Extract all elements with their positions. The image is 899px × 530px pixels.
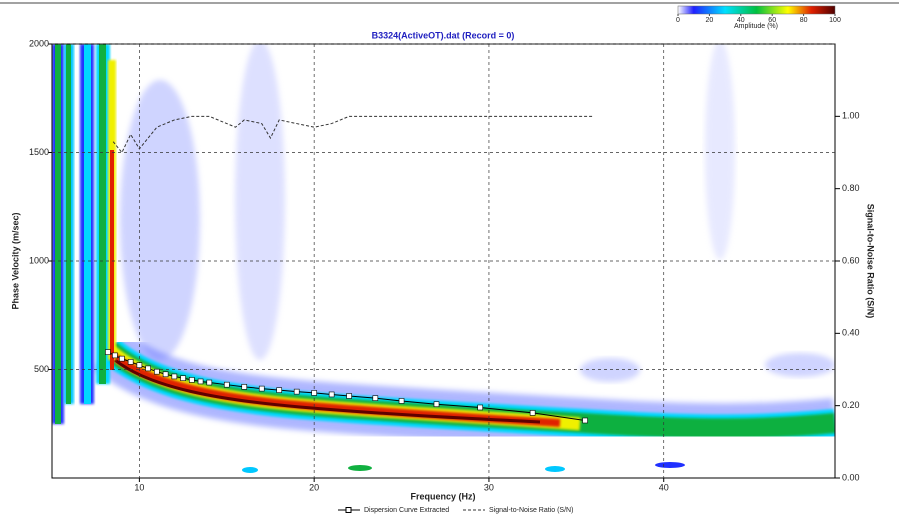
colorbar (677, 5, 836, 15)
y2-tick-label: 1.00 (842, 111, 860, 121)
snr-line (112, 115, 594, 154)
colorbar-tick-label: 40 (737, 17, 745, 24)
x-tick-label: 30 (484, 482, 494, 492)
y2-tick-label: 0.60 (842, 255, 860, 265)
dispersion-point (433, 401, 440, 408)
y2-tick-label: 0.20 (842, 400, 860, 410)
dispersion-point (145, 365, 151, 372)
y-tick-label: 2000 (29, 38, 49, 48)
y2-tick-label: 0.40 (842, 328, 860, 338)
colorbar-tick-label: 20 (706, 17, 714, 24)
dispersion-point (136, 362, 143, 368)
dispersion-point (127, 359, 134, 365)
y2-tick-label: 0.00 (842, 472, 860, 482)
x-tick-label: 20 (309, 482, 319, 492)
dispersion-point (112, 352, 118, 359)
y-axis-label: Phase Velocity (m/sec) (10, 212, 20, 309)
dispersion-point (197, 378, 204, 385)
heatmap (52, 44, 835, 473)
dispersion-point (276, 387, 283, 393)
dispersion-point (171, 373, 178, 380)
dispersion-point (293, 388, 300, 395)
dispersion-point (582, 417, 588, 424)
colorbar-tick-label: 100 (829, 17, 841, 24)
colorbar-tick-label: 0 (676, 17, 680, 24)
legend-label: Dispersion Curve Extracted (364, 507, 449, 514)
dispersion-point (105, 349, 111, 355)
y2-axis-label: Signal-to-Noise Ratio (S/N) (866, 204, 876, 319)
dispersion-point (477, 404, 484, 411)
legend-marker (345, 507, 352, 513)
y-tick-label: 500 (34, 364, 49, 374)
x-tick-label: 40 (659, 482, 669, 492)
x-axis-label: Frequency (Hz) (410, 491, 475, 501)
dispersion-point (223, 381, 230, 388)
dispersion-point (346, 393, 352, 399)
colorbar-tick-label: 80 (800, 17, 808, 24)
dispersion-point (372, 395, 379, 401)
dispersion-point (529, 410, 536, 416)
dispersion-point (241, 384, 248, 390)
dispersion-point (119, 355, 125, 362)
chart-title: B3324(ActiveOT).dat (Record = 0) (372, 30, 515, 40)
dispersion-point (162, 371, 169, 378)
legend-label: Signal-to-Noise Ratio (S/N) (489, 507, 573, 514)
dispersion-point (206, 379, 213, 386)
y-tick-label: 1500 (29, 147, 49, 157)
dispersion-point (154, 368, 160, 375)
colorbar-label: Amplitude (%) (734, 23, 778, 30)
colorbar-tick-label: 60 (768, 17, 776, 24)
dispersion-point (258, 385, 265, 392)
dispersion-point (189, 377, 195, 383)
y-tick-label: 1000 (29, 255, 49, 265)
dispersion-point (180, 375, 186, 381)
x-tick-label: 10 (134, 482, 144, 492)
dispersion-point (311, 390, 317, 396)
y2-tick-label: 0.80 (842, 183, 860, 193)
dispersion-point (328, 391, 335, 398)
dispersion-point (398, 398, 405, 404)
